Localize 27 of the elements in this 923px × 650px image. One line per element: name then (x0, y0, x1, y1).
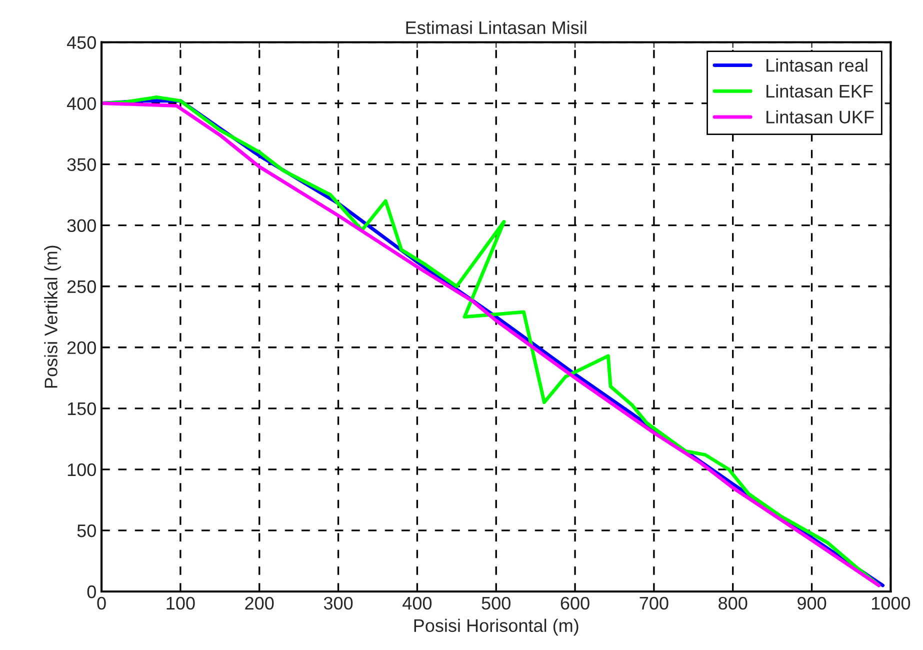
x-tick-label: 1000 (872, 596, 910, 610)
x-tick-label: 700 (640, 596, 668, 610)
legend-label: Lintasan EKF (766, 84, 873, 98)
x-tick-label: 900 (798, 596, 826, 610)
x-tick-label: 200 (245, 596, 274, 610)
x-tick-label: 300 (324, 596, 353, 610)
legend-label: Lintasan real (766, 58, 868, 72)
y-tick-label: 150 (68, 402, 96, 416)
y-tick-label: 300 (67, 219, 96, 232)
y-tick-label: 100 (68, 463, 96, 476)
x-tick-label: 0 (97, 596, 106, 610)
x-tick-label: 600 (560, 596, 590, 610)
x-tick-label: 800 (718, 596, 748, 610)
x-axis-title: Posisi Horisontal (m) (414, 618, 578, 636)
y-tick-label: 250 (67, 280, 96, 294)
y-tick-label: 400 (66, 97, 96, 110)
y-tick-label: 50 (77, 524, 96, 538)
y-tick-label: 350 (67, 158, 96, 172)
x-tick-label: 100 (166, 596, 195, 610)
x-tick-label: 500 (482, 596, 510, 610)
legend-label: Lintasan UKF (766, 110, 874, 124)
chart-title: Estimasi Lintasan Misil (406, 20, 586, 34)
x-tick-label: 400 (402, 596, 432, 610)
y-axis-title: Posisi Vertikal (m) (44, 246, 61, 388)
y-tick-label: 0 (87, 585, 96, 598)
y-tick-label: 450 (66, 36, 96, 49)
y-tick-label: 200 (67, 341, 96, 354)
